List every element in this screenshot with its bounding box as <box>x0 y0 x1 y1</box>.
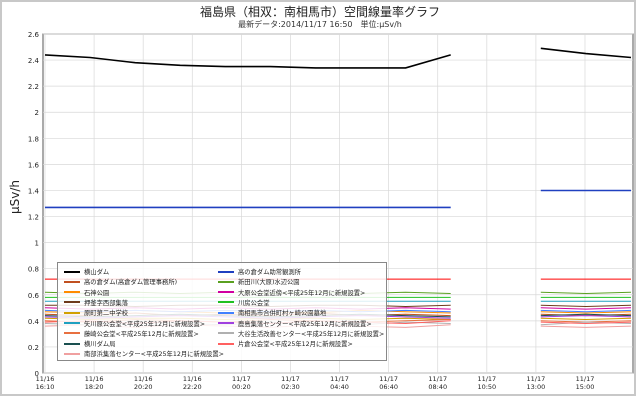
y-tick-label: 2.2 <box>28 83 39 91</box>
legend-swatch <box>218 311 234 314</box>
y-tick-label: 2 <box>35 109 39 117</box>
chart-title: 福島県（相双：南相馬市）空間線量率グラフ <box>199 5 440 19</box>
legend-swatch <box>64 280 80 283</box>
legend-swatch <box>218 342 234 345</box>
legend-entry: 藤崎公会堂<平成25年12月に新規設置> <box>64 329 199 338</box>
x-tick-label: 11/17 <box>379 375 398 383</box>
legend-label: 横川ダム局 <box>84 341 116 349</box>
legend-swatch <box>218 301 234 304</box>
legend-swatch <box>64 270 80 273</box>
legend-entry: 原町第二中学校 <box>64 308 128 317</box>
y-tick-label: 1 <box>35 240 39 248</box>
y-tick-label: 1.2 <box>28 214 39 222</box>
x-tick-label: 11/17 <box>232 375 251 383</box>
x-tick-label: 10:50 <box>477 383 496 391</box>
legend-label: 新田川(大原)水辺公園 <box>238 279 300 287</box>
y-tick-label: 1.4 <box>28 187 40 195</box>
legend-entry: 横山ダム <box>64 267 109 276</box>
x-tick-label: 06:40 <box>379 383 398 391</box>
y-tick-label: 1.8 <box>28 135 39 143</box>
legend-label: 南部浜集落センター<平成25年12月に新規設置> <box>84 351 224 359</box>
legend-entry: 南部浜集落センター<平成25年12月に新規設置> <box>64 349 224 358</box>
legend-swatch <box>218 332 234 335</box>
legend-label: 鹿島集落センター<平成25年12月に新規設置> <box>238 320 372 328</box>
x-tick-label: 11/16 <box>183 375 202 383</box>
legend-entry: 大谷生活改善センター<平成25年12月に新規設置> <box>218 329 384 338</box>
legend-swatch <box>64 322 80 324</box>
x-tick-label: 18:20 <box>85 383 104 391</box>
x-tick-label: 04:40 <box>330 383 349 391</box>
legend-entry: 片倉公会堂<平成25年12月に新規設置> <box>218 339 353 348</box>
legend-swatch <box>64 332 80 335</box>
legend-label: 大谷生活改善センター<平成25年12月に新規設置> <box>238 330 385 338</box>
legend-entry: 石神公園 <box>64 288 109 297</box>
chart-legend: 横山ダム高の倉ダム(高倉ダム管理事務所) 石神公園押釜字西部集落 原町第二中学校矢川… <box>57 262 387 361</box>
legend-swatch <box>218 280 234 283</box>
y-tick-label: 0.4 <box>28 318 40 326</box>
legend-entry: 鹿島集落センター<平成25年12月に新規設置> <box>218 319 372 328</box>
legend-swatch <box>218 270 234 273</box>
x-tick-label: 08:40 <box>428 383 447 391</box>
x-tick-label: 13:00 <box>527 383 546 391</box>
x-tick-label: 11/17 <box>576 375 595 383</box>
y-tick-label: 0 <box>35 370 39 378</box>
legend-label: 片倉公会堂<平成25年12月に新規設置> <box>238 341 353 349</box>
chart-subtitle: 最新データ:2014/11/17 16:50 単位:μSv/h <box>238 20 402 29</box>
legend-label: 横山ダム <box>84 269 110 276</box>
legend-entry: 高の倉ダム(高倉ダム管理事務所) <box>64 277 177 286</box>
x-tick-label: 22:20 <box>183 383 202 391</box>
x-tick-label: 11/17 <box>527 375 546 383</box>
legend-entry: 南相馬市合併町村ヶ崎公園墓地 <box>218 308 326 317</box>
legend-swatch <box>64 311 80 314</box>
x-tick-label: 20:20 <box>134 383 153 391</box>
y-tick-label: 2.4 <box>28 57 40 65</box>
x-tick-label: 11/16 <box>85 375 104 383</box>
legend-label: 原町第二中学校 <box>84 310 129 318</box>
x-tick-label: 02:30 <box>281 383 300 391</box>
series-line <box>44 47 632 69</box>
legend-label: 高の倉ダム(高倉ダム管理事務所) <box>84 279 178 287</box>
legend-label: 矢川原公会堂<平成25年12月に新規設置> <box>84 320 206 328</box>
x-tick-label: 11/16 <box>36 375 55 383</box>
x-tick-label: 15:00 <box>576 383 595 391</box>
legend-label: 藤崎公会堂<平成25年12月に新規設置> <box>84 330 199 338</box>
legend-label: 高の倉ダム助常観測所 <box>238 269 301 276</box>
x-tick-label: 00:20 <box>232 383 251 391</box>
y-tick-label: 2.6 <box>28 31 40 39</box>
legend-label: 南相馬市合併町村ヶ崎公園墓地 <box>238 310 327 318</box>
legend-label: 押釜字西部集落 <box>84 299 129 307</box>
series-line <box>45 189 631 209</box>
legend-swatch <box>218 291 234 294</box>
legend-entry: 矢川原公会堂<平成25年12月に新規設置> <box>64 319 205 328</box>
legend-swatch <box>64 352 80 355</box>
y-tick-label: 0.8 <box>28 266 39 274</box>
y-tick-label: 0.2 <box>28 344 39 352</box>
y-tick-label: 1.6 <box>28 161 40 169</box>
legend-entry: 大原公会堂近傍<平成25年12月に新規設置> <box>218 288 365 297</box>
legend-swatch <box>218 322 234 324</box>
legend-entry: 押釜字西部集落 <box>64 298 128 307</box>
y-tick-label: 0.6 <box>28 292 40 300</box>
legend-label: 大原公会堂近傍<平成25年12月に新規設置> <box>238 289 366 297</box>
x-tick-label: 16:10 <box>36 383 55 391</box>
x-tick-label: 11/17 <box>330 375 349 383</box>
legend-entry: 横川ダム局 <box>64 339 115 348</box>
legend-entry: 新田川(大原)水辺公園 <box>218 277 300 286</box>
legend-label: 石神公園 <box>84 289 110 297</box>
legend-swatch <box>64 301 80 304</box>
x-tick-label: 11/16 <box>134 375 153 383</box>
legend-entry: 川房公会堂 <box>218 298 269 307</box>
x-tick-label: 11/17 <box>477 375 496 383</box>
legend-label: 川房公会堂 <box>238 299 270 307</box>
legend-swatch <box>64 342 80 345</box>
x-tick-label: 11/17 <box>428 375 447 383</box>
legend-swatch <box>64 291 80 294</box>
x-tick-label: 11/17 <box>281 375 300 383</box>
legend-entry: 高の倉ダム助常観測所 <box>218 267 301 276</box>
